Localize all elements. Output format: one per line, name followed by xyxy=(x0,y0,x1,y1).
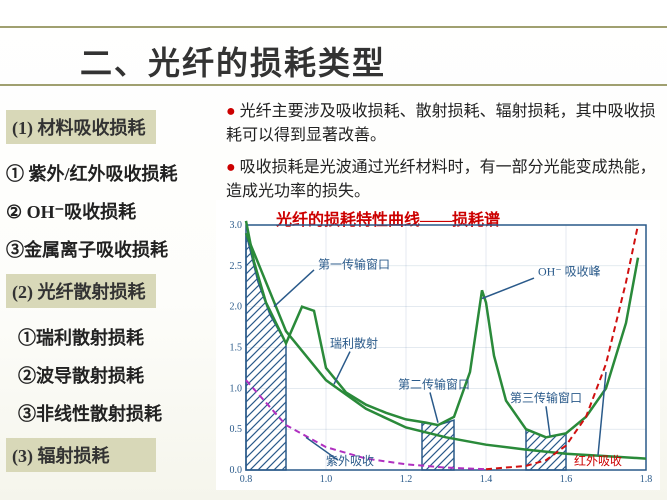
page-title: 二、光纤的损耗类型 xyxy=(80,38,386,84)
section-2-head: (2) 光纤散射损耗 xyxy=(6,274,156,308)
desc-1-text: 光纤主要涉及吸收损耗、散射损耗、辐射损耗，其中吸收损耗可以得到显著改善。 xyxy=(226,103,656,144)
svg-text:OH⁻ 吸收峰: OH⁻ 吸收峰 xyxy=(538,265,601,279)
svg-text:3.0: 3.0 xyxy=(230,220,243,231)
right-column: ● 光纤主要涉及吸收损耗、散射损耗、辐射损耗，其中吸收损耗可以得到显著改善。 ●… xyxy=(226,100,656,212)
svg-text:红外吸收: 红外吸收 xyxy=(574,453,622,468)
section-2-item-1: ①瑞利散射损耗 xyxy=(18,324,216,350)
chart-svg: 0.00.51.01.52.02.53.00.81.01.21.41.61.8第… xyxy=(216,200,660,490)
svg-text:1.4: 1.4 xyxy=(480,474,493,485)
left-column: (1) 材料吸收损耗 ① 紫外/红外吸收损耗 ② OH⁻吸收损耗 ③金属离子吸收… xyxy=(6,110,216,482)
svg-text:1.2: 1.2 xyxy=(400,474,413,485)
section-1-item-2: ② OH⁻吸收损耗 xyxy=(6,198,216,224)
svg-text:第一传输窗口: 第一传输窗口 xyxy=(318,256,390,271)
svg-text:紫外吸收: 紫外吸收 xyxy=(326,454,374,468)
section-1-item-1: ① 紫外/红外吸收损耗 xyxy=(6,160,216,186)
svg-text:瑞利散射: 瑞利散射 xyxy=(330,336,378,351)
loss-spectrum-chart: 光纤的损耗特性曲线——损耗谱 0.00.51.01.52.02.53.00.81… xyxy=(216,200,660,490)
svg-text:2.5: 2.5 xyxy=(230,261,243,272)
section-2-item-3: ③非线性散射损耗 xyxy=(18,400,216,426)
svg-text:1.8: 1.8 xyxy=(640,474,653,485)
section-1-head: (1) 材料吸收损耗 xyxy=(6,110,156,144)
title-bar: 二、光纤的损耗类型 xyxy=(0,0,667,90)
desc-2-text: 吸收损耗是光波通过光纤材料时，有一部分光能变成热能，造成光功率的损失。 xyxy=(226,159,656,200)
desc-1: ● 光纤主要涉及吸收损耗、散射损耗、辐射损耗，其中吸收损耗可以得到显著改善。 xyxy=(226,100,656,148)
svg-text:第三传输窗口: 第三传输窗口 xyxy=(510,390,582,405)
svg-text:0.5: 0.5 xyxy=(230,424,243,435)
section-2-item-2: ②波导散射损耗 xyxy=(18,362,216,388)
svg-text:1.0: 1.0 xyxy=(230,383,243,394)
svg-text:1.6: 1.6 xyxy=(560,474,573,485)
title-deco-line xyxy=(0,26,667,28)
section-1-item-3: ③金属离子吸收损耗 xyxy=(6,236,216,262)
svg-text:2.0: 2.0 xyxy=(230,302,243,313)
svg-text:0.8: 0.8 xyxy=(240,474,253,485)
svg-text:1.0: 1.0 xyxy=(320,474,333,485)
svg-text:第二传输窗口: 第二传输窗口 xyxy=(398,376,470,391)
desc-2: ● 吸收损耗是光波通过光纤材料时，有一部分光能变成热能，造成光功率的损失。 xyxy=(226,156,656,204)
svg-text:1.5: 1.5 xyxy=(230,343,243,354)
title-deco-line xyxy=(0,84,667,86)
section-3-head: (3) 辐射损耗 xyxy=(6,438,156,472)
